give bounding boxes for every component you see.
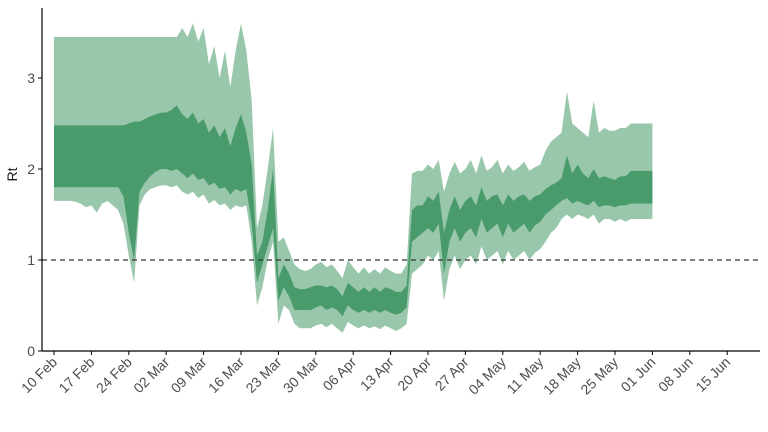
y-axis-ticks: 0 1 2 3 [27,70,42,359]
outer-credible-band [54,23,653,333]
x-tick-label: 02 Mar [130,354,172,396]
inner-credible-band [54,105,653,317]
y-tick-label: 3 [27,70,35,86]
x-tick-label: 01 Jun [617,354,658,395]
x-tick-label: 08 Jun [655,354,696,395]
x-tick-label: 04 May [465,354,509,398]
x-tick-label: 20 Apr [394,354,434,394]
x-tick-label: 13 Apr [357,354,397,394]
x-tick-label: 24 Feb [93,354,135,396]
axes [41,8,760,352]
x-tick-label: 17 Feb [55,354,97,396]
x-tick-label: 18 May [540,354,584,398]
x-tick-label: 09 Mar [168,354,210,396]
x-tick-label: 06 Apr [319,354,359,394]
x-tick-label: 25 May [577,354,621,398]
y-tick-label: 0 [27,343,35,359]
credible-interval-bands [54,23,653,333]
x-tick-label: 23 Mar [242,354,284,396]
x-tick-label: 16 Mar [205,354,247,396]
y-tick-label: 2 [27,161,35,177]
y-tick-label: 1 [27,252,35,268]
x-tick-label: 30 Mar [280,354,322,396]
y-axis-title: Rt [4,167,20,181]
x-tick-label: 10 Feb [18,354,60,396]
x-tick-label: 11 May [503,354,546,397]
x-tick-label: 15 Jun [692,354,733,395]
